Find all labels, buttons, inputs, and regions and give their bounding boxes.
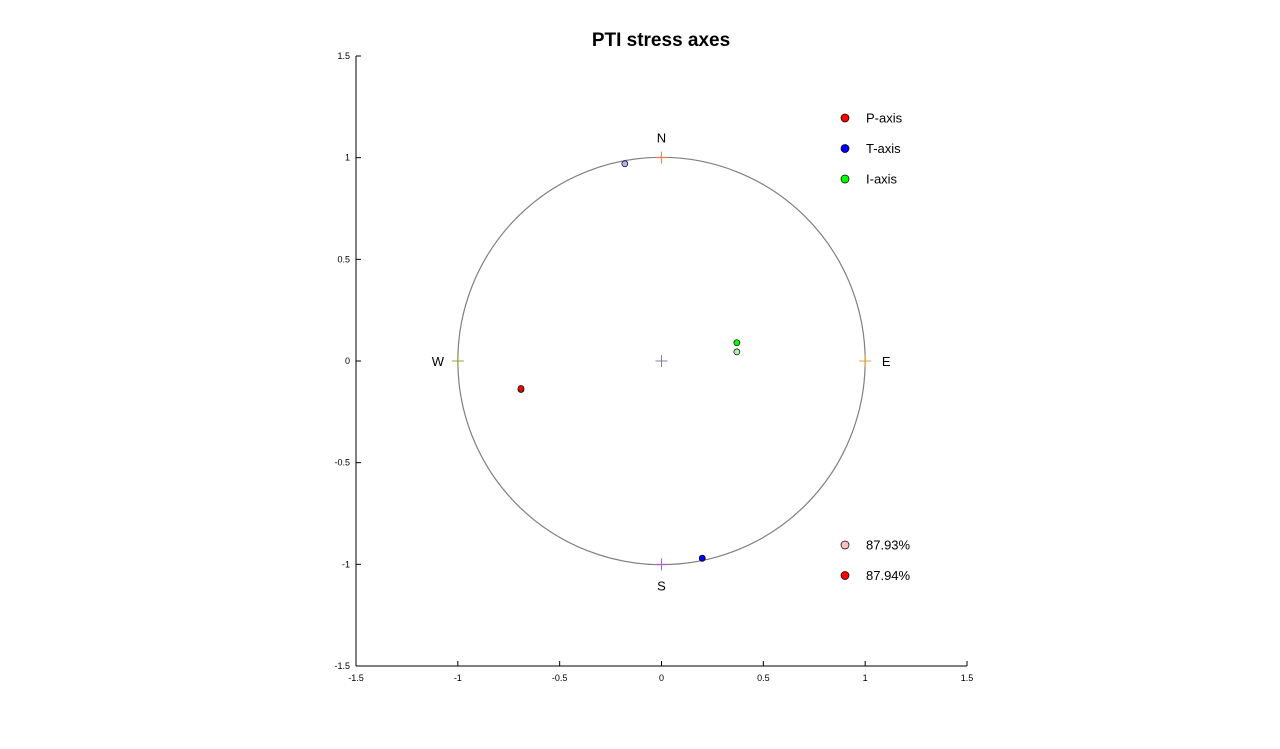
legend-marker — [840, 144, 850, 153]
y-tick-label: -0.5 — [334, 458, 350, 468]
legend-label: I-axis — [866, 172, 898, 187]
x-tick-label: -0.5 — [552, 673, 568, 683]
legend-percentages: 87.93% 87.94% — [840, 538, 911, 583]
chart-title: PTI stress axes — [592, 30, 730, 51]
x-tick-label: 1.5 — [961, 673, 974, 683]
stress-axis-points — [517, 160, 741, 562]
compass-north-label: N — [657, 131, 666, 146]
data-point — [698, 554, 706, 562]
legend-marker — [840, 113, 850, 123]
x-tick-label: 0 — [659, 673, 664, 683]
legend-marker — [840, 540, 850, 550]
compass-west-label: W — [432, 354, 445, 369]
legend-label: 87.93% — [866, 538, 911, 553]
x-tick-label: -1.5 — [348, 673, 364, 683]
x-tick-label: 1 — [863, 673, 868, 683]
y-tick-label: 0.5 — [337, 254, 350, 264]
axes: -1.5 -1 -0.5 0 0.5 1 1.5 -1.5 -1 -0.5 0 0.5 1 1.5 — [334, 51, 973, 683]
compass-marks: N S E W — [432, 131, 891, 594]
y-tick-label: 1.5 — [337, 51, 350, 61]
legend-marker — [840, 174, 850, 184]
data-point — [621, 160, 629, 168]
y-tick-label: -1 — [342, 559, 350, 569]
compass-south-label: S — [657, 578, 666, 593]
legend-label: T-axis — [866, 141, 901, 156]
legend-marker — [840, 571, 850, 580]
y-tick-label: 1 — [345, 153, 350, 163]
compass-east-label: E — [882, 354, 891, 369]
legend-axes: P-axis T-axis I-axis — [840, 111, 903, 187]
data-point — [517, 385, 525, 392]
x-tick-label: 0.5 — [757, 673, 770, 683]
data-point — [733, 348, 741, 356]
y-tick-label: 0 — [345, 356, 350, 366]
data-point — [733, 339, 741, 347]
legend-label: P-axis — [866, 111, 903, 126]
y-tick-label: -1.5 — [334, 661, 350, 671]
legend-label: 87.94% — [866, 568, 911, 583]
x-tick-label: -1 — [454, 673, 462, 683]
